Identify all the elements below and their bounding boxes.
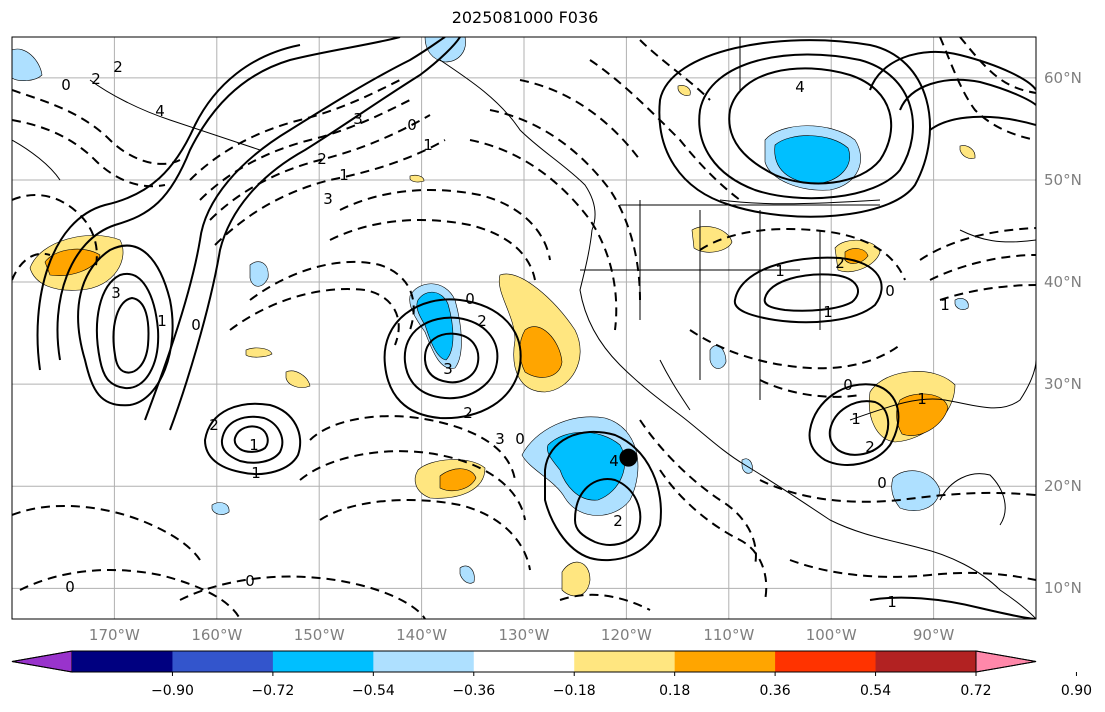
positive-shading-region [561,561,591,597]
contour-label: 2 [613,512,623,530]
contour-label: 4 [795,78,805,96]
contour-label: 1 [157,312,167,330]
colorbar-tick-label: 0.18 [659,683,691,699]
latitude-tick-label: 20°N [1044,477,1082,496]
contour-label: 0 [61,76,71,94]
contour-label: 0 [843,376,853,394]
contour-lines [12,37,1036,619]
contour-label: 0 [465,290,475,308]
contour-label: 2 [835,254,845,272]
latitude-tick-label: 10°N [1044,579,1082,598]
contour-label: 3 [495,430,505,448]
contour-label: 2 [477,312,487,330]
positive-shading-region [285,370,311,388]
storm-marker [619,448,638,467]
contour-label: 2 [317,150,327,168]
negative-shading-region [249,261,269,287]
colorbar-tick-label: 0.36 [759,683,791,699]
negative-shading-region [459,565,475,584]
latitude-tick-label: 40°N [1044,273,1082,292]
contour-label: 4 [609,452,619,470]
longitude-tick-label: 160°W [191,626,243,644]
colorbar-tick-label: −0.72 [251,683,295,699]
colorbar-tick-label: 0.72 [960,683,992,699]
negative-shading-region [547,431,625,501]
positive-shading-region [691,226,733,253]
positive-shading-region [409,174,425,183]
colorbar-tick-label: −0.36 [452,683,496,699]
longitude-tick-label: 130°W [498,626,550,644]
negative-shading-region [12,48,43,81]
contour-label: 1 [339,166,349,184]
negative-shading-region [211,502,230,515]
contour-label: 1 [887,593,897,611]
negative-shading-region [774,135,850,185]
contour-label: 3 [443,360,453,378]
negative-shading-region [416,291,454,361]
latitude-tick-label: 30°N [1044,375,1082,394]
dashed-contours [12,37,1036,619]
contour-label: 0 [407,116,417,134]
contour-label: 0 [515,430,525,448]
positive-shading-region [245,347,273,358]
contour-label: 0 [885,282,895,300]
contour-label: 0 [245,572,255,590]
colorbar-tick-label: −0.18 [552,683,596,699]
contour-label: 1 [423,136,433,154]
contour-label: 0 [191,316,201,334]
longitude-tick-label: 140°W [396,626,448,644]
map-title: 2025081000 F036 [451,8,599,27]
coastlines [12,37,1036,619]
positive-shading-region [439,468,477,491]
contour-label: 1 [775,262,785,280]
solid-contours [36,37,1036,619]
positive-shading-region [896,393,949,436]
contour-label: 0 [65,578,75,596]
longitude-tick-label: 100°W [805,626,857,644]
contour-label: 2 [91,70,101,88]
contour-label: 1 [851,410,861,428]
contour-label: 0 [877,474,887,492]
longitude-tick-label: 170°W [88,626,140,644]
contour-label: 3 [111,284,121,302]
latitude-tick-label: 60°N [1044,68,1082,87]
contour-label: 1 [249,436,259,454]
positive-shading-region [959,145,976,159]
colorbar-tick-label: −0.54 [351,683,395,699]
contour-label: 2 [865,438,875,456]
longitude-tick-label: 110°W [703,626,755,644]
contour-label: 3 [323,190,333,208]
map-frame [11,36,1037,620]
negative-shading-region [954,298,969,310]
contour-label: 2 [113,58,123,76]
contour-label: 2 [209,416,219,434]
contour-label: 2 [463,404,473,422]
positive-shading-region [677,85,691,96]
contour-label: 4 [155,102,165,120]
colorbar-tick-label: 0.54 [859,683,892,699]
contour-label: 1 [940,296,950,314]
colorbar-tick-label: −0.90 [150,683,194,699]
longitude-tick-label: 120°W [600,626,652,644]
colorbar-tick-label: 0.90 [1060,683,1093,699]
longitude-tick-label: 150°W [293,626,345,644]
negative-shading-region [891,470,941,511]
longitude-tick-label: 90°W [912,626,955,644]
contour-label: 1 [251,464,261,482]
contour-label: 1 [917,390,927,408]
latitude-tick-label: 50°N [1044,170,1082,189]
contour-label: 1 [823,303,833,321]
contour-label: 3 [353,110,363,128]
